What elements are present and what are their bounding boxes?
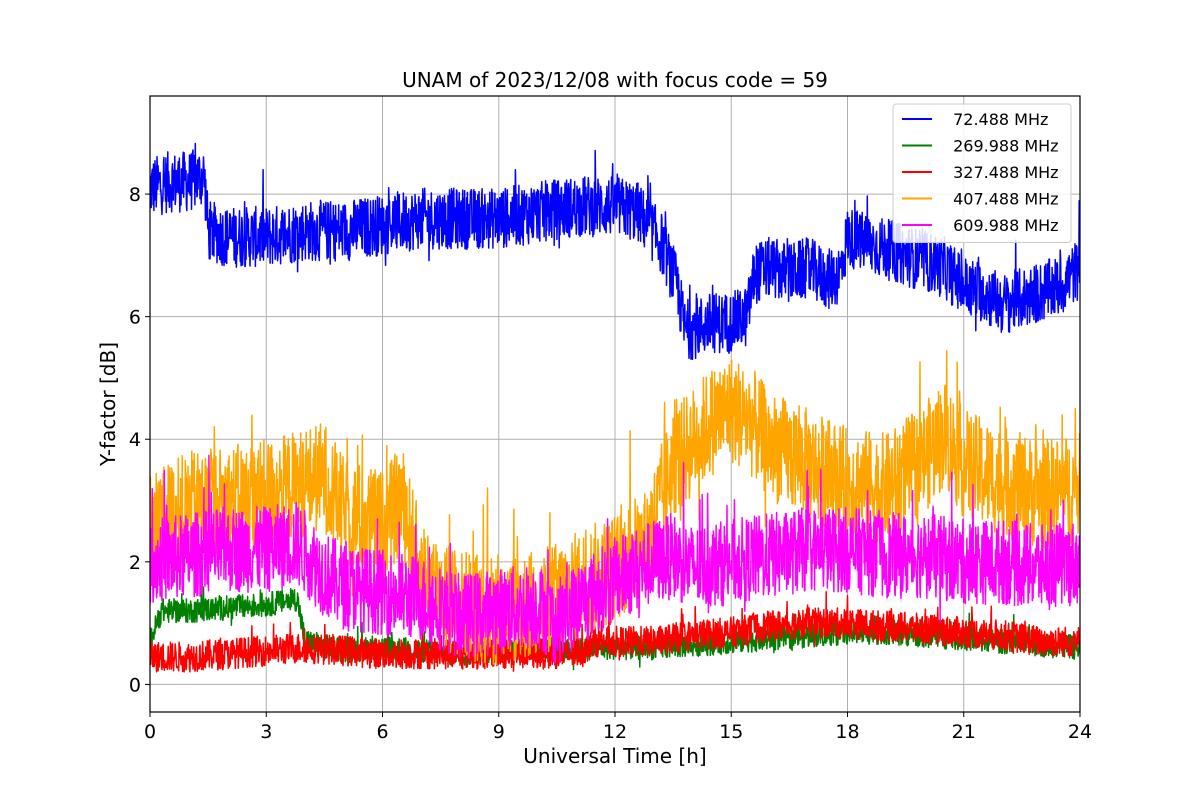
y-tick-label: 8 (129, 184, 141, 206)
series-line (150, 591, 1080, 673)
legend-box (892, 103, 1072, 243)
x-tick-label: 3 (260, 721, 272, 743)
x-tick-label: 21 (952, 721, 976, 743)
y-tick-label: 0 (129, 674, 141, 696)
y-tick-label: 4 (129, 429, 141, 451)
y-axis-label: Y-factor [dB] (96, 342, 120, 467)
legend-label: 407.488 MHz (948, 190, 1059, 209)
legend-label: 609.988 MHz (948, 216, 1059, 235)
x-tick-label: 24 (1068, 721, 1092, 743)
legend-label: 72.488 MHz (948, 110, 1048, 129)
x-axis-label: Universal Time [h] (523, 744, 706, 768)
x-tick-label: 18 (835, 721, 859, 743)
x-tick-label: 0 (144, 721, 156, 743)
x-tick-label: 15 (719, 721, 743, 743)
series-lines (150, 142, 1080, 673)
chart-title: UNAM of 2023/12/08 with focus code = 59 (402, 68, 828, 92)
series-line (150, 454, 1080, 664)
x-tick-label: 9 (493, 721, 505, 743)
legend-label: 327.488 MHz (948, 163, 1059, 182)
series-line (150, 350, 1080, 666)
x-tick-label: 12 (603, 721, 627, 743)
x-tick-label: 6 (376, 721, 388, 743)
y-tick-label: 2 (129, 552, 141, 574)
legend-label: 269.988 MHz (948, 137, 1059, 156)
legend: 72.488 MHz 269.988 MHz 327.488 MHz 407.4… (892, 103, 1072, 243)
y-tick-label: 6 (129, 307, 141, 329)
